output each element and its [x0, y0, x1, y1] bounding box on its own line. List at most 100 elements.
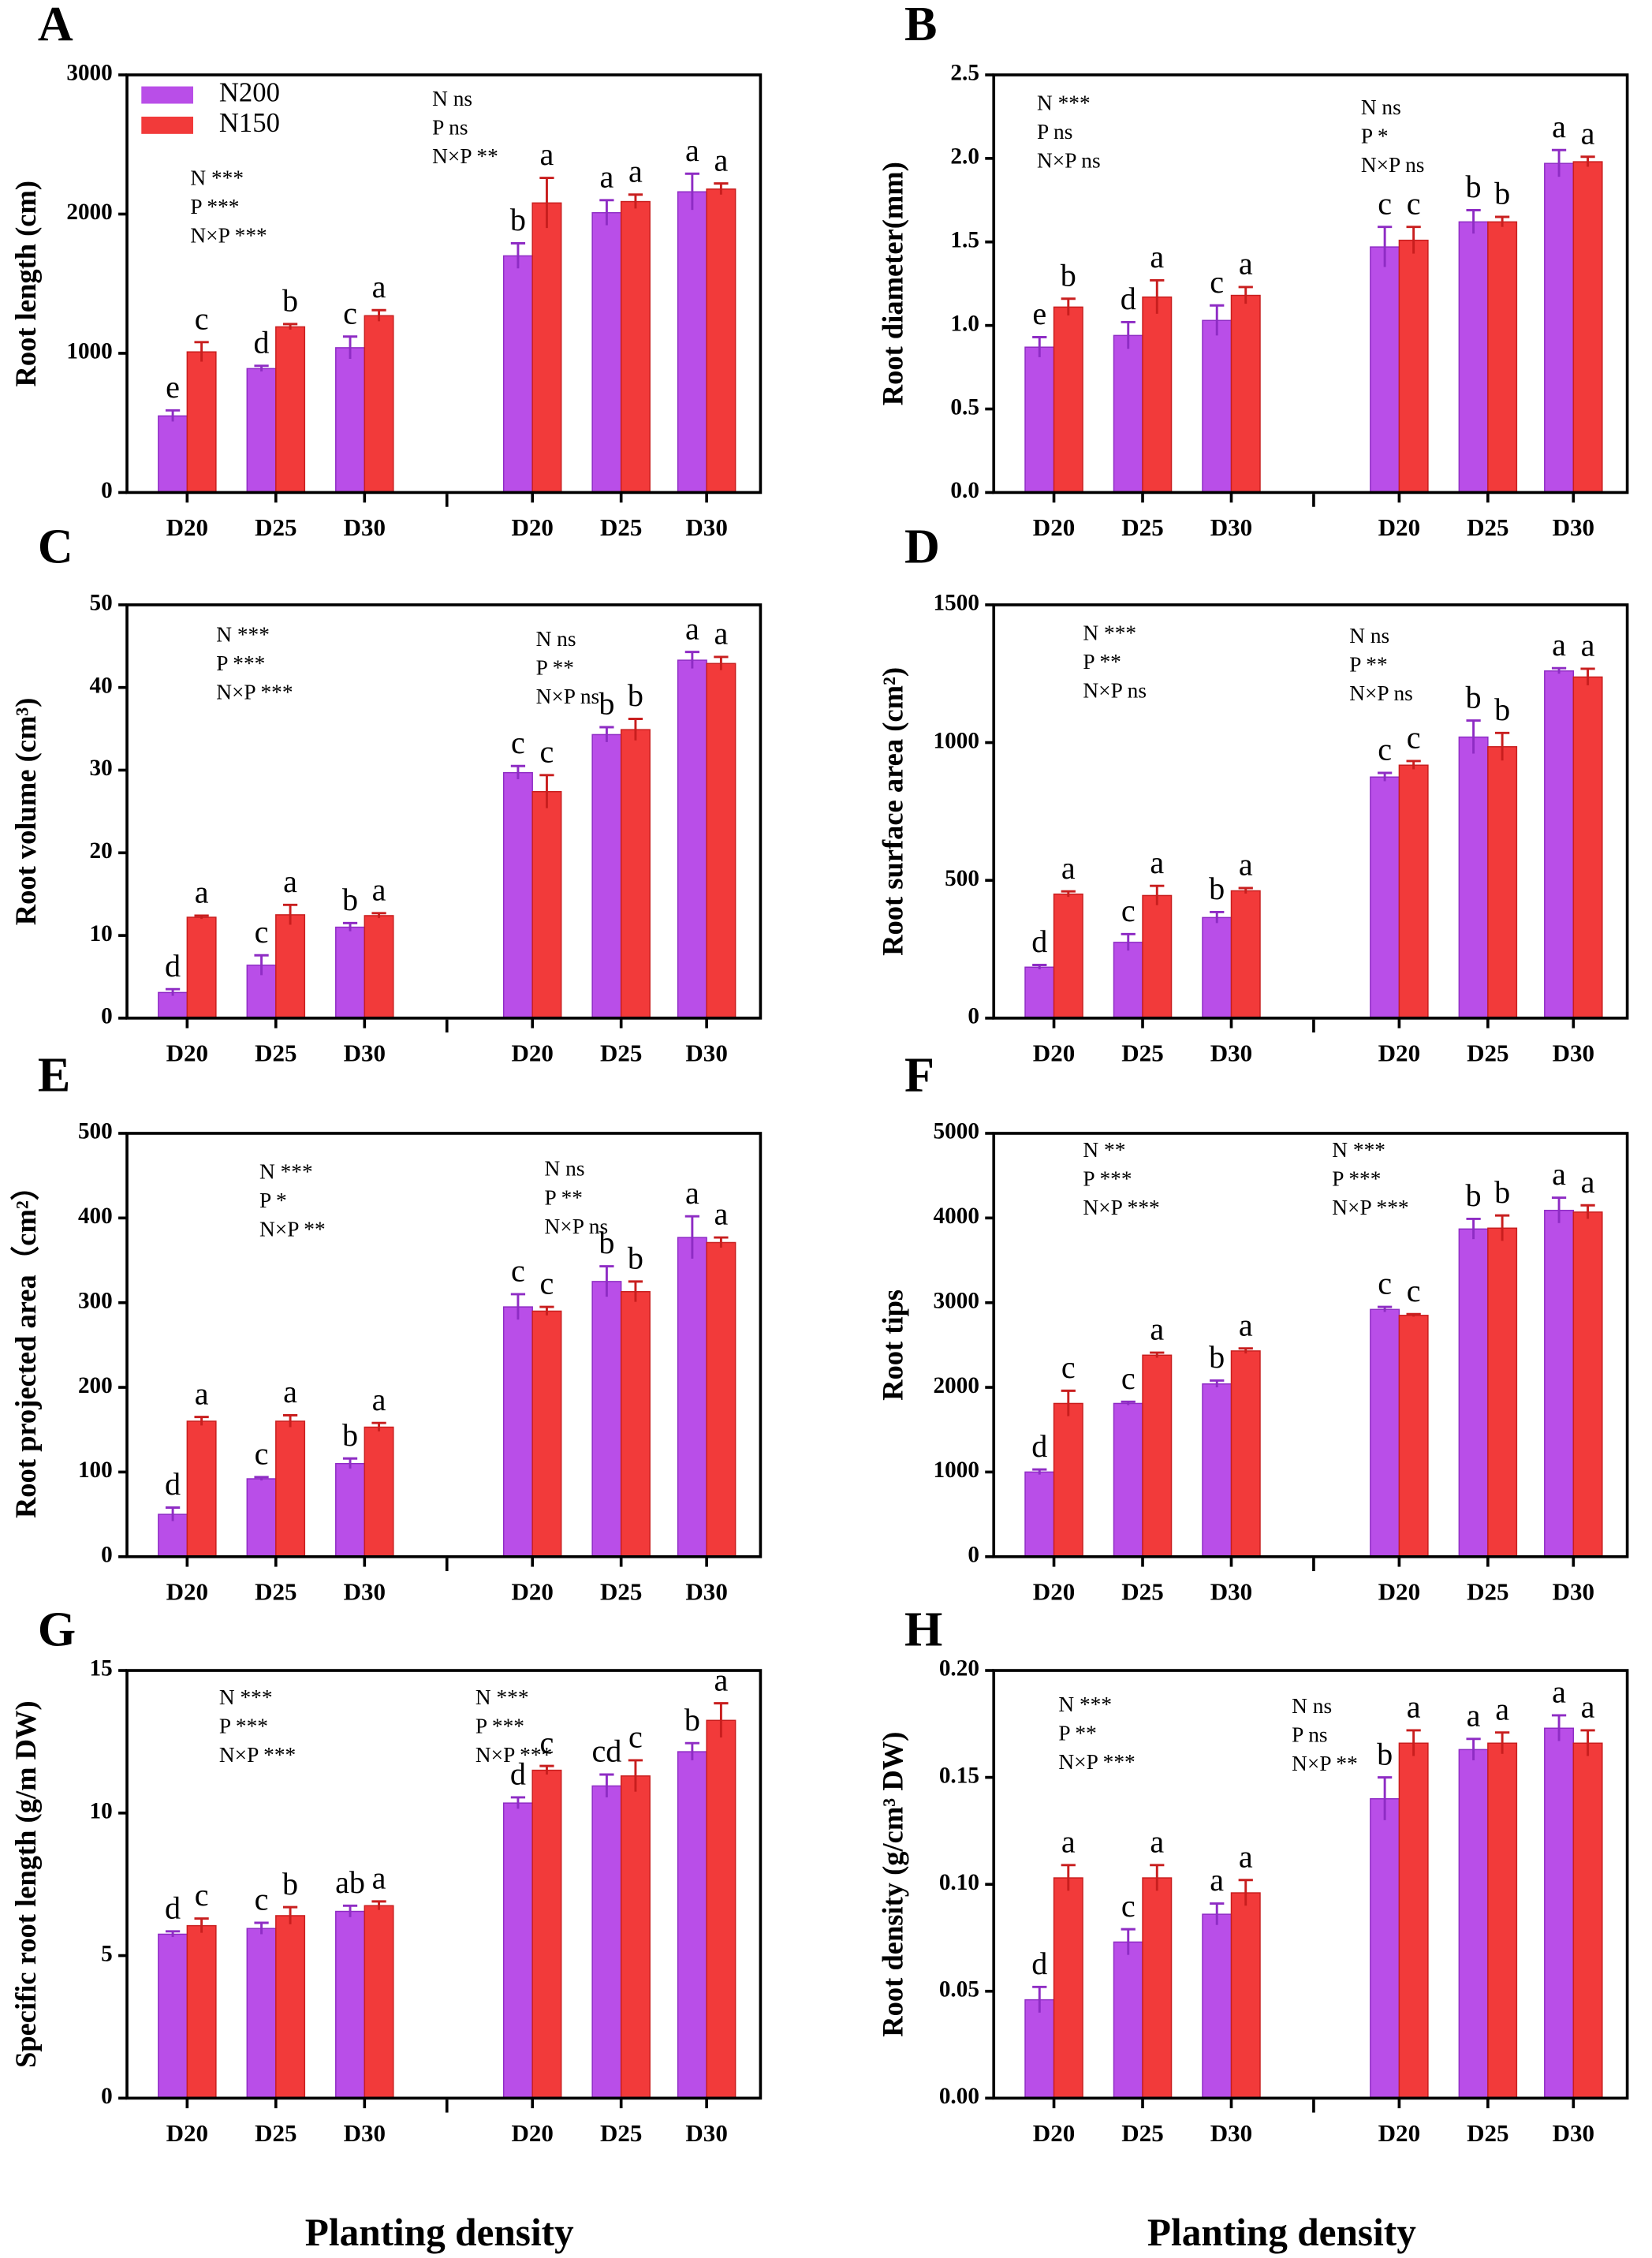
stat-annotation: N×P *** — [216, 680, 293, 704]
significance-letter: a — [372, 1382, 386, 1417]
y-tick-label: 2.5 — [950, 61, 979, 86]
stat-annotation: N ns — [1361, 95, 1401, 119]
significance-letter: c — [1378, 185, 1392, 221]
significance-letter: c — [255, 1882, 269, 1917]
y-tick-label: 500 — [78, 1119, 113, 1144]
x-tick-label: D20 — [166, 1577, 208, 1605]
bar — [246, 1928, 277, 2099]
significance-letter: c — [628, 1719, 643, 1755]
stat-annotation: N×P *** — [219, 1743, 296, 1767]
significance-letter: b — [628, 1241, 643, 1276]
bar — [620, 200, 651, 494]
bar — [1370, 1308, 1400, 1558]
bar — [1458, 1228, 1489, 1558]
significance-letter: d — [165, 1466, 181, 1502]
x-tick-label: D20 — [1378, 1577, 1420, 1605]
x-axis-label: Planting density — [1147, 2211, 1416, 2254]
significance-letter: b — [282, 283, 298, 319]
bar — [1544, 162, 1575, 494]
bar — [335, 1910, 366, 2099]
significance-letter: a — [1150, 1312, 1164, 1347]
stat-annotation: N×P ns — [1037, 149, 1101, 173]
stat-annotation: N×P *** — [1083, 1196, 1159, 1219]
x-tick-label: D20 — [1378, 2119, 1420, 2147]
x-tick-label: D20 — [1033, 1039, 1075, 1067]
x-tick-label: D20 — [166, 1039, 208, 1067]
plot-frame — [992, 603, 1629, 1020]
stat-annotation: N *** — [1332, 1138, 1385, 1162]
significance-letter: c — [195, 300, 209, 336]
bar — [1202, 1913, 1232, 2099]
bar — [1053, 893, 1083, 1019]
plot-frame — [992, 1132, 1629, 1558]
bar — [246, 1478, 277, 1558]
significance-letter: a — [1061, 850, 1076, 886]
y-tick-label: 0 — [101, 478, 113, 503]
bar — [1458, 736, 1489, 1019]
significance-letter: c — [511, 725, 525, 760]
x-tick-label: D30 — [685, 2119, 727, 2147]
bar — [502, 771, 533, 1019]
bar — [1230, 294, 1261, 494]
bar — [1142, 296, 1173, 494]
y-tick-label: 10 — [90, 1799, 113, 1824]
significance-letter: b — [1377, 1736, 1393, 1771]
significance-letter: c — [1061, 1349, 1076, 1385]
significance-letter: c — [1121, 1888, 1136, 1924]
bar — [1053, 306, 1083, 494]
bar — [1024, 1999, 1055, 2099]
significance-letter: a — [1581, 628, 1595, 663]
x-tick-label: D25 — [600, 2119, 642, 2147]
x-tick-label: D25 — [255, 1039, 296, 1067]
bar — [158, 991, 188, 1019]
x-tick-label: D30 — [1210, 2119, 1252, 2147]
stat-annotation: N *** — [1058, 1693, 1112, 1716]
bar — [275, 914, 306, 1019]
significance-letter: c — [1210, 264, 1224, 300]
bar — [158, 415, 188, 494]
bar — [246, 368, 277, 494]
y-tick-label: 1000 — [934, 1457, 979, 1483]
significance-letter: b — [342, 882, 358, 917]
x-tick-label: D25 — [1467, 1039, 1508, 1067]
y-tick-label: 0.00 — [939, 2084, 979, 2109]
x-tick-label: D20 — [1033, 1577, 1075, 1605]
bar — [1230, 890, 1261, 1019]
bar — [1572, 1211, 1603, 1558]
y-tick-label: 0 — [968, 1004, 979, 1029]
bar — [275, 1420, 306, 1558]
stat-annotation: P *** — [1083, 1167, 1132, 1191]
significance-letter: b — [1466, 1178, 1482, 1213]
stat-annotation: P * — [259, 1189, 287, 1212]
significance-letter: a — [283, 1374, 297, 1409]
legend-label: N150 — [219, 107, 280, 138]
y-tick-label: 40 — [90, 673, 113, 698]
significance-letter: c — [511, 1253, 525, 1289]
plot-frame — [125, 1669, 763, 2100]
bar — [1142, 1354, 1173, 1558]
y-axis-label: Root density (g/cm³ DW) — [876, 1732, 908, 2037]
significance-letter: b — [1494, 176, 1510, 211]
bar — [1024, 346, 1055, 494]
significance-letter: c — [255, 1436, 269, 1472]
significance-letter: b — [282, 1866, 298, 1902]
stat-annotation: P ** — [545, 1185, 583, 1209]
panel-letter: G — [38, 1603, 76, 1657]
bar — [364, 1905, 394, 2099]
significance-letter: ab — [335, 1864, 365, 1900]
stat-annotation: N×P *** — [1058, 1750, 1135, 1774]
significance-letter: a — [372, 1861, 386, 1896]
stat-annotation: N×P *** — [190, 224, 267, 248]
stat-annotation: N×P ns — [1361, 153, 1425, 177]
significance-letter: c — [1121, 1360, 1136, 1396]
bar — [620, 1291, 651, 1558]
bar — [591, 1281, 622, 1558]
x-tick-label: D20 — [511, 513, 553, 541]
x-tick-label: D25 — [600, 513, 642, 541]
bar — [677, 191, 707, 494]
significance-letter: a — [1150, 1823, 1164, 1859]
stat-annotation: N×P *** — [1332, 1196, 1408, 1219]
y-tick-label: 15 — [90, 1656, 113, 1681]
y-tick-label: 3000 — [934, 1288, 979, 1313]
stat-annotation: N *** — [216, 622, 270, 646]
